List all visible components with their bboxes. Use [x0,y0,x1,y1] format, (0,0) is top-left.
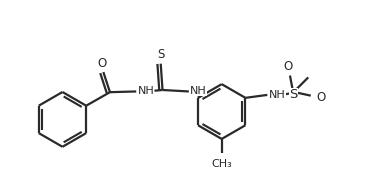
Text: NH: NH [190,86,207,96]
Text: O: O [97,57,106,70]
Text: NH: NH [138,86,154,96]
Text: S: S [290,88,298,101]
Text: CH₃: CH₃ [211,159,232,169]
Text: S: S [157,48,164,61]
Text: O: O [316,91,326,104]
Text: O: O [284,60,293,73]
Text: NH: NH [269,90,286,100]
